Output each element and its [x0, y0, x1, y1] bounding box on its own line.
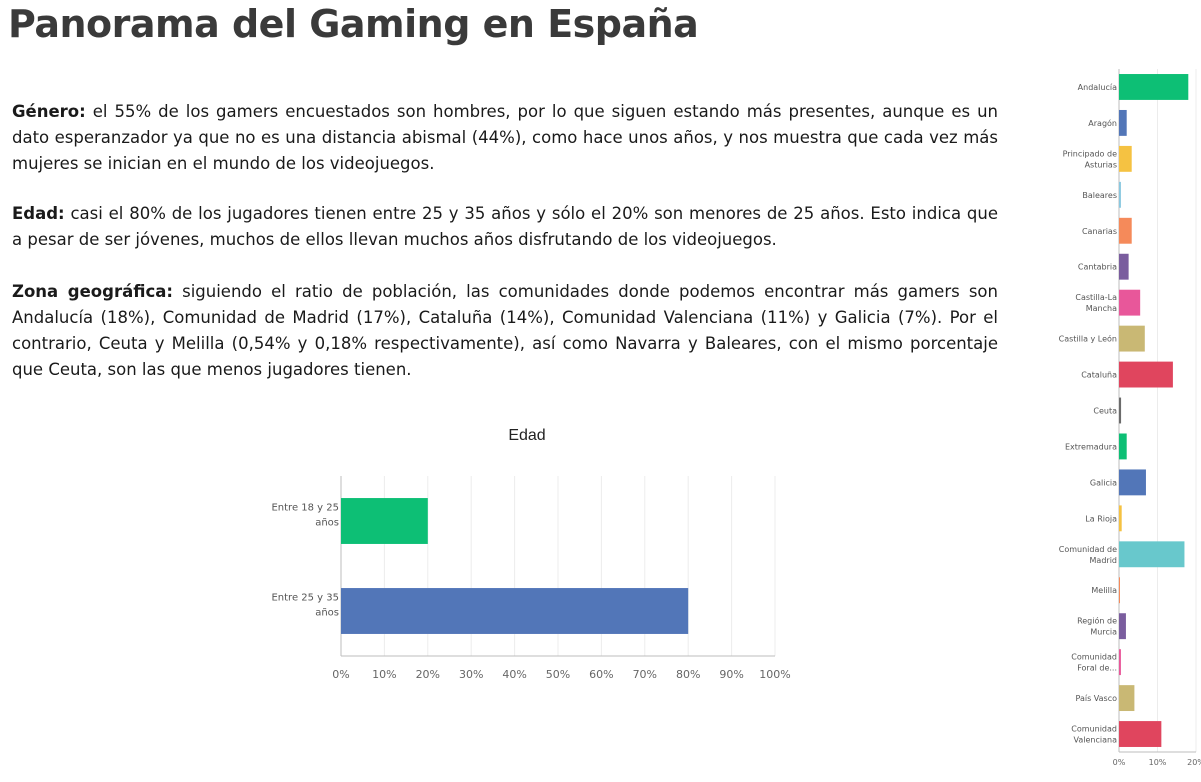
bar — [1119, 721, 1162, 747]
tick-label: 60% — [589, 668, 613, 681]
category-label: Castilla y León — [1059, 334, 1117, 344]
category-label-line: Andalucía — [1078, 83, 1117, 92]
tick-label: 40% — [502, 668, 526, 681]
category-label-line: Comunidad de — [1059, 545, 1117, 554]
bar — [1119, 613, 1126, 640]
category-label: Aragón — [1088, 118, 1117, 128]
category-label: Cataluña — [1081, 371, 1117, 380]
bar — [1119, 469, 1146, 496]
tick-label: 20% — [416, 668, 440, 681]
category-label-line: Murcia — [1090, 628, 1117, 637]
chart-title: Edad — [508, 427, 545, 444]
category-label-line: Baleares — [1082, 191, 1117, 200]
category-label-line: Foral de... — [1077, 664, 1117, 673]
category-label: Región de Murcia — [1077, 616, 1117, 637]
bar — [341, 588, 689, 634]
tick-label: 10% — [372, 668, 396, 681]
category-label-line: Principado de — [1063, 149, 1117, 158]
paragraph-label: Edad: — [12, 204, 65, 223]
category-label-line: Entre 18 y 25 — [271, 503, 339, 514]
category-label: País Vasco — [1075, 694, 1117, 703]
category-label-line: Extremadura — [1065, 442, 1117, 451]
bar — [1119, 649, 1121, 676]
category-label: Extremadura — [1065, 442, 1117, 451]
category-label-line: Galicia — [1090, 478, 1117, 487]
bar — [1119, 685, 1135, 712]
bar — [1119, 397, 1122, 424]
category-label-line: Valenciana — [1074, 736, 1118, 745]
category-label-line: Entre 25 y 35 — [271, 593, 339, 604]
tick-label: 0% — [332, 668, 349, 681]
category-label-line: Madrid — [1090, 556, 1117, 565]
category-label: Comunidad Valenciana — [1071, 725, 1117, 745]
bar — [1119, 145, 1132, 172]
category-label: Galicia — [1090, 478, 1117, 487]
tick-label: 0% — [1113, 758, 1126, 767]
bar — [1119, 217, 1132, 244]
paragraph-text: siguiendo el ratio de población, las com… — [12, 282, 998, 379]
category-label-line: Comunidad — [1071, 725, 1117, 734]
tick-label: 10% — [1149, 758, 1167, 767]
tick-label: 80% — [676, 668, 700, 681]
tick-label: 100% — [759, 668, 790, 681]
category-label-line: Aragón — [1088, 118, 1117, 128]
bar — [1119, 109, 1127, 136]
tick-label: 70% — [633, 668, 657, 681]
bar — [1119, 433, 1127, 460]
category-label: Entre 18 y 25 años — [271, 503, 339, 529]
category-label: Melilla — [1091, 586, 1117, 595]
tick-label: 90% — [719, 668, 743, 681]
category-label-line: Mancha — [1086, 304, 1117, 313]
bar — [1119, 541, 1185, 568]
paragraph-text: el 55% de los gamers encuestados son hom… — [12, 102, 998, 173]
paragraph-edad: Edad: casi el 80% de los jugadores tiene… — [12, 201, 998, 253]
bar — [1119, 505, 1122, 532]
bar — [1119, 74, 1189, 100]
bar — [341, 498, 428, 544]
category-label-line: Cantabria — [1078, 263, 1117, 272]
category-label: Cantabria — [1078, 263, 1117, 272]
category-label-line: Ceuta — [1093, 407, 1117, 416]
paragraph-genero: Género: el 55% de los gamers encuestados… — [12, 99, 998, 177]
paragraph-label: Zona geográfica: — [12, 282, 173, 301]
tick-label: 20% — [1187, 758, 1201, 767]
category-label-line: Región de — [1077, 616, 1117, 626]
category-label-line: Melilla — [1091, 586, 1117, 595]
bar — [1119, 253, 1129, 280]
page-title: Panorama del Gaming en España — [8, 2, 699, 46]
category-label: Castilla-La Mancha — [1075, 293, 1117, 313]
bar — [1119, 181, 1121, 208]
category-label-line: País Vasco — [1075, 694, 1117, 703]
paragraph-zona: Zona geográfica: siguiendo el ratio de p… — [12, 279, 998, 383]
category-label-line: Asturias — [1085, 160, 1117, 169]
category-label-line: Canarias — [1082, 227, 1117, 236]
bar — [1119, 361, 1173, 388]
bar — [1119, 289, 1141, 316]
category-label: Andalucía — [1078, 83, 1117, 92]
category-label-line: Cataluña — [1081, 371, 1117, 380]
category-label-line: La Rioja — [1085, 514, 1117, 523]
category-label-line: años — [315, 518, 339, 529]
category-label: Canarias — [1082, 227, 1117, 236]
paragraph-label: Género: — [12, 102, 86, 121]
category-label-line: Comunidad — [1071, 653, 1117, 662]
category-label-line: Castilla-La — [1075, 293, 1117, 302]
tick-label: 30% — [459, 668, 483, 681]
category-label: Comunidad Foral de... — [1071, 653, 1117, 673]
category-label-line: Castilla y León — [1059, 334, 1117, 344]
category-label: Comunidad de Madrid — [1059, 545, 1117, 565]
category-label: Ceuta — [1093, 407, 1117, 416]
bar — [1119, 325, 1145, 352]
category-label-line: años — [315, 608, 339, 619]
bar — [1119, 577, 1120, 604]
category-label: Baleares — [1082, 191, 1117, 200]
category-label: La Rioja — [1085, 514, 1117, 523]
paragraph-text: casi el 80% de los jugadores tienen entr… — [12, 204, 998, 249]
category-label: Principado de Asturias — [1063, 149, 1117, 169]
category-label: Entre 25 y 35 años — [271, 593, 339, 619]
tick-label: 50% — [546, 668, 570, 681]
